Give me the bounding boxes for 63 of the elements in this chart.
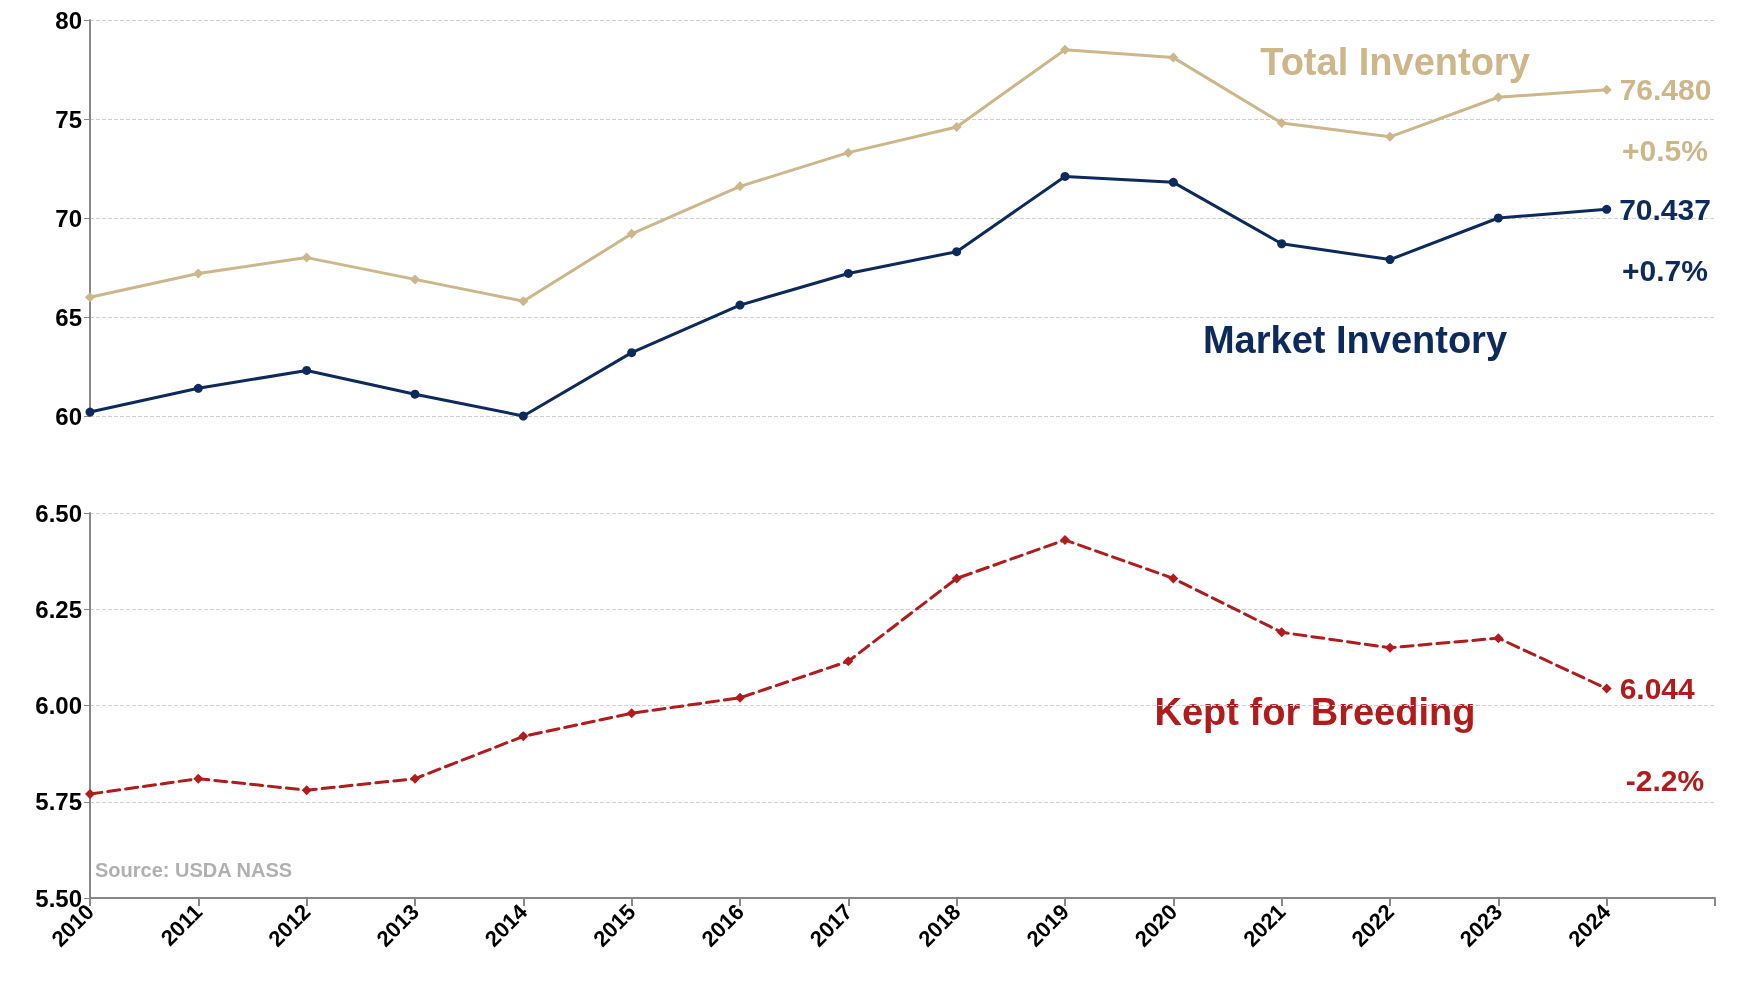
point bbox=[1385, 255, 1395, 265]
point bbox=[735, 692, 745, 703]
point bbox=[1601, 84, 1612, 95]
y-tick-label: 65 bbox=[55, 303, 82, 331]
point bbox=[518, 296, 529, 307]
point bbox=[735, 300, 745, 310]
point bbox=[1168, 573, 1179, 584]
point bbox=[301, 252, 312, 263]
y-tick-label: 60 bbox=[55, 402, 82, 430]
annotation: -2.2% bbox=[1625, 763, 1705, 797]
y-tick-label: 6.25 bbox=[35, 595, 82, 623]
point bbox=[627, 348, 637, 358]
point bbox=[193, 383, 203, 393]
point bbox=[193, 773, 204, 784]
data-label: 76.480 bbox=[1619, 73, 1712, 107]
point bbox=[302, 365, 312, 375]
point bbox=[1276, 117, 1287, 128]
point bbox=[410, 389, 420, 399]
point bbox=[1493, 213, 1503, 223]
point bbox=[843, 656, 854, 667]
y-tick-label: 75 bbox=[55, 105, 82, 133]
point bbox=[1277, 239, 1287, 249]
point bbox=[952, 247, 962, 257]
y-tick-label: 80 bbox=[55, 6, 82, 34]
point bbox=[1060, 171, 1070, 181]
point bbox=[1060, 44, 1070, 55]
point bbox=[410, 274, 420, 285]
point bbox=[1168, 52, 1179, 63]
data-label: 6.044 bbox=[1619, 672, 1696, 706]
point bbox=[410, 773, 420, 784]
point bbox=[518, 411, 528, 421]
point bbox=[951, 121, 962, 132]
point bbox=[1601, 683, 1612, 694]
point bbox=[1602, 204, 1612, 214]
point bbox=[301, 785, 312, 796]
annotation: +0.5% bbox=[1622, 133, 1708, 167]
y-tick-label: 6.00 bbox=[35, 692, 82, 719]
series-label: Total Inventory bbox=[1260, 41, 1530, 83]
point bbox=[1385, 131, 1395, 142]
point bbox=[85, 292, 95, 303]
point bbox=[85, 789, 95, 800]
point bbox=[1385, 642, 1395, 653]
annotation: Source: USDA NASS bbox=[95, 859, 293, 881]
point bbox=[735, 181, 745, 192]
point bbox=[193, 268, 204, 279]
point bbox=[626, 708, 637, 719]
text: Market Inventory bbox=[1202, 319, 1508, 361]
y-tick-label: 6.50 bbox=[35, 499, 82, 527]
point bbox=[1493, 633, 1504, 644]
point bbox=[1493, 92, 1504, 103]
y-tick-label: 70 bbox=[55, 204, 82, 232]
point bbox=[1276, 627, 1287, 638]
point bbox=[843, 147, 854, 158]
data-label: 70.437 bbox=[1619, 192, 1711, 226]
y-tick-label: 5.75 bbox=[35, 788, 82, 816]
point bbox=[1060, 534, 1070, 545]
series-label: Kept for Breeding bbox=[1154, 691, 1476, 733]
point bbox=[626, 228, 637, 239]
annotation: +0.7% bbox=[1622, 253, 1708, 287]
point bbox=[1168, 177, 1178, 187]
point bbox=[518, 731, 529, 742]
point bbox=[951, 573, 962, 584]
point bbox=[843, 268, 853, 278]
